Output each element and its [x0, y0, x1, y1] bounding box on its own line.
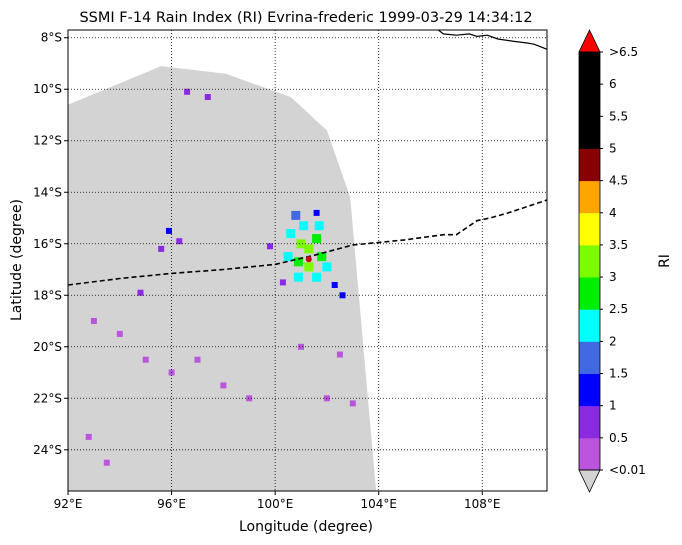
- colorbar-tick-label: 6: [609, 77, 617, 91]
- rain-cell: [339, 292, 346, 299]
- colorbar-tick-label: 1.5: [609, 367, 628, 381]
- colorbar-tick-label: 5: [609, 141, 617, 155]
- colorbar-segment: [579, 341, 600, 374]
- rain-cell: [204, 94, 211, 100]
- x-tick-label: 108°E: [464, 497, 501, 511]
- rain-cell: [267, 243, 273, 250]
- coastline-layer: [437, 30, 547, 50]
- colorbar-frame: [578, 51, 601, 471]
- colorbar-tick-label: 4: [609, 206, 617, 220]
- colorbar-tick-label: 5.5: [609, 109, 628, 123]
- rain-cell: [90, 318, 97, 324]
- rain-cell: [85, 433, 92, 440]
- colorbar-tick-label: 3: [609, 270, 617, 284]
- rain-cell: [220, 382, 227, 389]
- rain-cell: [286, 229, 296, 238]
- colorbar-tick-label: 3.5: [609, 238, 628, 252]
- rain-cell: [158, 245, 165, 252]
- rain-cell: [312, 234, 322, 244]
- y-axis-label: Latitude (degree): [9, 199, 25, 321]
- coastline: [437, 30, 547, 50]
- rain-cell: [176, 238, 183, 245]
- y-tick-label: 8°S: [41, 31, 62, 45]
- colorbar-segment: [579, 212, 600, 246]
- y-tick-label: 12°S: [33, 134, 62, 148]
- rain-cell: [314, 221, 324, 231]
- rain-cell: [304, 262, 314, 272]
- y-tick-label: 16°S: [33, 237, 62, 251]
- y-tick-label: 22°S: [33, 391, 62, 405]
- rain-cell: [142, 356, 149, 363]
- colorbar-tick-label: <0.01: [609, 463, 646, 477]
- rain-cell: [184, 88, 191, 95]
- x-tick-label: 100°E: [257, 497, 294, 511]
- colorbar-segment: [579, 277, 600, 310]
- colorbar-segment: [579, 148, 600, 182]
- x-axis-ticks: 92°E 96°E 100°E 104°E 108°E: [54, 491, 501, 511]
- rain-cell: [279, 279, 286, 286]
- chart-title: SSMI F-14 Rain Index (RI) Evrina-frederi…: [79, 10, 532, 26]
- rain-cell: [298, 343, 304, 350]
- colorbar-under-triangle: [578, 469, 601, 493]
- rain-cell: [322, 262, 332, 272]
- rain-cell: [293, 257, 303, 267]
- x-tick-label: 96°E: [157, 497, 186, 511]
- rain-cell: [336, 351, 343, 358]
- rain-cell: [331, 282, 338, 288]
- rain-cell: [246, 395, 253, 402]
- colorbar-over-triangle: [578, 29, 601, 53]
- colorbar-segment: [579, 437, 600, 471]
- colorbar-tick-label: 2.5: [609, 302, 628, 316]
- colorbar-segment: [579, 405, 600, 439]
- colorbar-tick-label: 1: [609, 399, 617, 413]
- rain-cell: [166, 227, 172, 234]
- rain-cell: [103, 459, 110, 466]
- y-tick-label: 18°S: [33, 288, 62, 302]
- rain-cell: [137, 289, 144, 296]
- rain-cell: [293, 272, 303, 282]
- x-tick-label: 92°E: [54, 497, 83, 511]
- y-tick-label: 14°S: [33, 185, 62, 199]
- rain-cell: [304, 244, 314, 254]
- rain-cell: [313, 209, 320, 216]
- colorbar-segment: [579, 373, 600, 407]
- colorbar-segment: [579, 52, 600, 85]
- swath-area: [68, 66, 377, 491]
- storm-center-marker: [305, 256, 312, 263]
- y-axis-ticks: 8°S 10°S 12°S 14°S 16°S 18°S 20°S 22°S 24°S: [33, 31, 68, 457]
- colorbar-tick-label: 4.5: [609, 174, 628, 188]
- swath-layer: [68, 66, 377, 491]
- rain-cell: [116, 330, 123, 337]
- colorbar-segment: [579, 309, 600, 342]
- colorbar-segment: [579, 84, 600, 117]
- rain-cell: [349, 400, 356, 407]
- colorbar-segment: [579, 244, 600, 278]
- plot-frame: [67, 29, 548, 492]
- rain-cell: [317, 252, 327, 262]
- gridlines: [68, 30, 547, 491]
- y-tick-label: 20°S: [33, 340, 62, 354]
- map-plot-area: [68, 30, 547, 491]
- x-axis-label: Longitude (degree): [239, 519, 373, 535]
- rain-cell: [299, 221, 309, 231]
- colorbar-label: RI: [657, 254, 673, 268]
- colorbar-tick-label: 2: [609, 334, 617, 348]
- y-tick-label: 10°S: [33, 82, 62, 96]
- colorbar: <0.01 0.5 1 1.5 2 2.5 3 3.5 4 4.5 5 5.5 6 >6.5: [578, 29, 646, 493]
- rain-cell: [194, 356, 201, 363]
- rain-cell: [283, 252, 293, 262]
- rain-cell: [312, 272, 322, 282]
- colorbar-segment: [579, 180, 600, 214]
- colorbar-tick-label: >6.5: [609, 45, 638, 59]
- colorbar-tick-label: 0.5: [609, 431, 628, 445]
- storm-track-layer: [68, 199, 547, 286]
- storm-track: [68, 199, 547, 286]
- y-tick-label: 24°S: [33, 443, 62, 457]
- rain-cell: [296, 239, 306, 249]
- x-tick-label: 104°E: [360, 497, 397, 511]
- colorbar-segment: [579, 116, 600, 149]
- rain-cell: [291, 210, 301, 220]
- rain-cells-layer: [85, 88, 356, 466]
